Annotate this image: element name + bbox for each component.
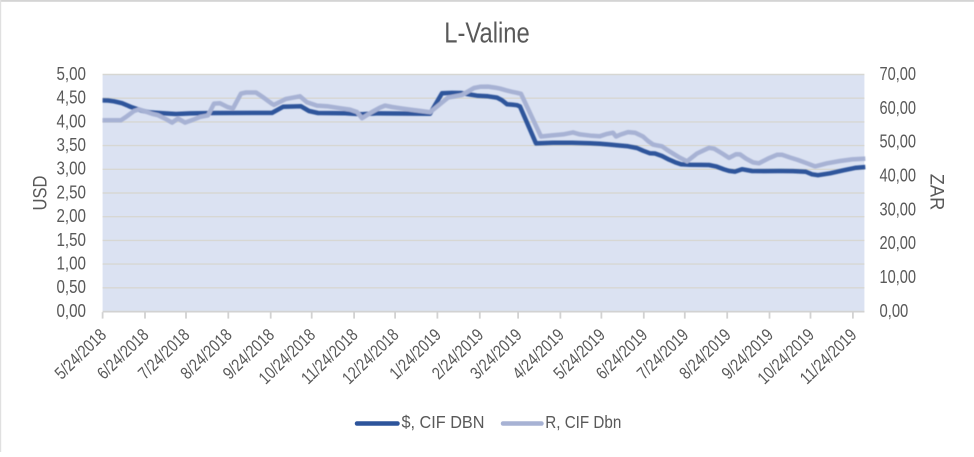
svg-text:5,00: 5,00 [57,64,87,84]
svg-text:2,50: 2,50 [57,182,87,202]
svg-text:30,00: 30,00 [880,199,917,219]
svg-text:20,00: 20,00 [880,233,917,253]
svg-text:4,50: 4,50 [57,88,87,108]
svg-text:0,00: 0,00 [880,301,909,321]
svg-text:USD: USD [31,176,52,211]
svg-text:2,00: 2,00 [57,206,87,226]
svg-text:4,00: 4,00 [57,111,87,131]
svg-text:0,50: 0,50 [57,277,87,297]
svg-text:1,00: 1,00 [57,254,87,274]
svg-text:70,00: 70,00 [880,64,917,84]
svg-text:R, CIF Dbn: R, CIF Dbn [545,412,621,432]
svg-text:3,00: 3,00 [57,159,87,179]
svg-text:ZAR: ZAR [926,174,947,211]
svg-text:60,00: 60,00 [880,98,917,118]
svg-text:1,50: 1,50 [57,230,87,250]
svg-text:L-Valine: L-Valine [444,18,530,50]
svg-text:10,00: 10,00 [880,267,917,287]
svg-text:50,00: 50,00 [880,132,917,152]
svg-text:$, CIF DBN: $, CIF DBN [402,412,485,432]
svg-text:40,00: 40,00 [880,166,917,186]
svg-text:0,00: 0,00 [57,301,87,321]
svg-text:3,50: 3,50 [57,135,87,155]
